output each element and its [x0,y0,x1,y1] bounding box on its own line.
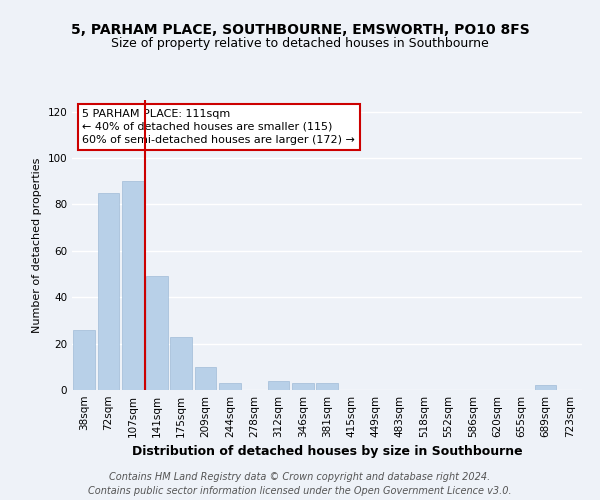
Text: Size of property relative to detached houses in Southbourne: Size of property relative to detached ho… [111,38,489,51]
Bar [219,383,241,390]
Text: Contains HM Land Registry data © Crown copyright and database right 2024.: Contains HM Land Registry data © Crown c… [109,472,491,482]
Y-axis label: Number of detached properties: Number of detached properties [32,158,42,332]
Bar [194,367,217,390]
Bar [316,383,338,390]
Bar [122,181,143,390]
Text: 5 PARHAM PLACE: 111sqm
← 40% of detached houses are smaller (115)
60% of semi-de: 5 PARHAM PLACE: 111sqm ← 40% of detached… [82,108,355,145]
X-axis label: Distribution of detached houses by size in Southbourne: Distribution of detached houses by size … [131,446,523,458]
Bar [73,330,95,390]
Bar [146,276,168,390]
Text: Contains public sector information licensed under the Open Government Licence v3: Contains public sector information licen… [88,486,512,496]
Bar [535,386,556,390]
Bar [268,380,289,390]
Bar [292,383,314,390]
Bar [97,193,119,390]
Text: 5, PARHAM PLACE, SOUTHBOURNE, EMSWORTH, PO10 8FS: 5, PARHAM PLACE, SOUTHBOURNE, EMSWORTH, … [71,22,529,36]
Bar [170,336,192,390]
